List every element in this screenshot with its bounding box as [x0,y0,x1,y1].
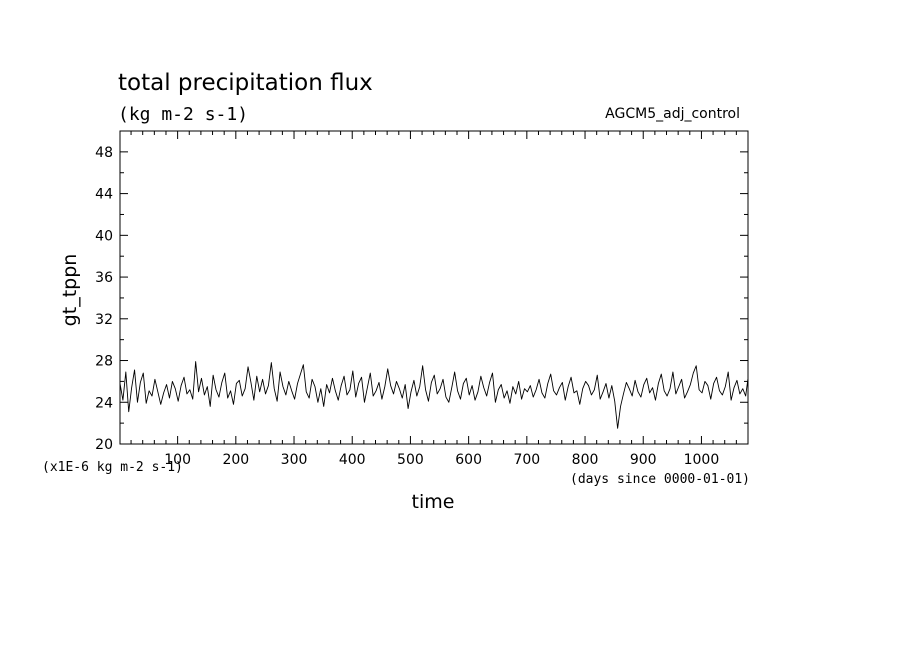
x-tick-label: 600 [455,452,482,468]
x-tick-label: 200 [222,452,249,468]
x-tick-label: 1000 [684,452,720,468]
series-line-1 [119,361,749,429]
x-tick-label: 900 [630,452,657,468]
y-axis-units: (x1E-6 kg m-2 s-1) [42,460,183,475]
y-tick-label: 36 [95,270,113,286]
y-tick-label: 44 [95,187,113,203]
plot-area: 20 24 28 32 36 40 44 48 100 200 300 400 500 600 700 800… [95,130,749,468]
x-axis-units: (days since 0000-01-01) [570,472,750,487]
y-tick-label: 28 [95,354,113,370]
x-tick-label: 100 [164,452,191,468]
y-axis-label: gt_tppn [59,254,81,327]
x-tick-label: 400 [339,452,366,468]
x-tick-label: 500 [397,452,424,468]
plot-frame [119,130,749,445]
chart-subtitle: (kg m-2 s-1) [118,104,248,125]
x-tick-label: 300 [281,452,308,468]
x-tick-label: 800 [572,452,599,468]
y-tick-label: 40 [95,228,113,244]
x-tick-label: 700 [513,452,540,468]
y-tick-label: 24 [95,395,113,411]
chart-title: total precipitation flux [118,70,373,96]
y-tick-label: 20 [95,437,113,453]
x-axis-label: time [412,491,455,513]
experiment-label: AGCM5_adj_control [605,106,740,122]
y-tick-label: 32 [95,312,113,328]
y-tick-label: 48 [95,145,113,161]
